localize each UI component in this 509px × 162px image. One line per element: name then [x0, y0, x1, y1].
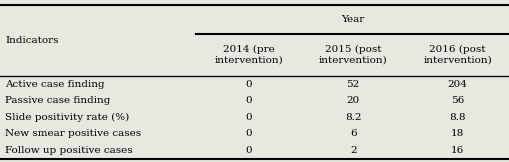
- Text: 56: 56: [450, 96, 463, 105]
- Text: 6: 6: [349, 129, 356, 139]
- Text: 0: 0: [245, 113, 251, 122]
- Text: 2: 2: [349, 146, 356, 155]
- Text: Year: Year: [341, 15, 364, 24]
- Text: 52: 52: [346, 80, 359, 89]
- Text: 204: 204: [447, 80, 467, 89]
- Text: 16: 16: [450, 146, 463, 155]
- Text: Active case finding: Active case finding: [5, 80, 104, 89]
- Text: 18: 18: [450, 129, 463, 139]
- Text: 0: 0: [245, 80, 251, 89]
- Text: 20: 20: [346, 96, 359, 105]
- Text: New smear positive cases: New smear positive cases: [5, 129, 141, 139]
- Text: Follow up positive cases: Follow up positive cases: [5, 146, 132, 155]
- Text: Slide positivity rate (%): Slide positivity rate (%): [5, 113, 129, 122]
- Text: 2014 (pre
intervention): 2014 (pre intervention): [214, 45, 282, 65]
- Text: 0: 0: [245, 146, 251, 155]
- Text: 8.8: 8.8: [448, 113, 465, 122]
- Text: 0: 0: [245, 129, 251, 139]
- Text: Passive case finding: Passive case finding: [5, 96, 110, 105]
- Text: 2016 (post
intervention): 2016 (post intervention): [422, 45, 491, 65]
- Text: Indicators: Indicators: [5, 36, 59, 45]
- Text: 0: 0: [245, 96, 251, 105]
- Text: 2015 (post
intervention): 2015 (post intervention): [318, 45, 387, 65]
- Text: 8.2: 8.2: [344, 113, 361, 122]
